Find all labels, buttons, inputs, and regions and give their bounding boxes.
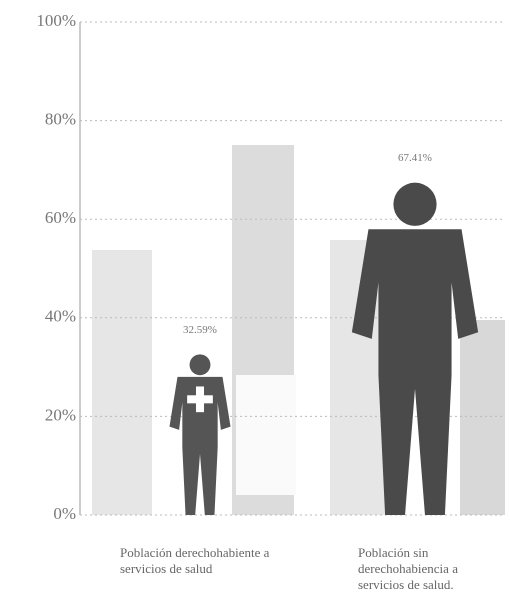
figure-head (393, 182, 437, 226)
value-label: 67.41% (398, 152, 432, 164)
building (460, 320, 505, 515)
y-tick-label: 60% (45, 208, 76, 227)
y-tick-label: 20% (45, 405, 76, 424)
building (92, 250, 152, 515)
y-tick-label: 40% (45, 307, 76, 326)
y-tick-label: 80% (45, 110, 76, 129)
figure-head (189, 354, 211, 376)
person-figure (351, 182, 479, 516)
background-buildings (92, 145, 505, 515)
figure-body (169, 376, 231, 515)
figure-cross (187, 395, 213, 404)
person-figure (169, 354, 231, 515)
value-label: 32.59% (183, 324, 217, 336)
category-label: Población derechohabiente a servicios de… (120, 545, 270, 576)
figure-body (351, 229, 479, 516)
y-tick-label: 0% (53, 504, 76, 523)
category-label: Población sin derechohabiencia a servici… (358, 545, 458, 592)
cross-sign (236, 375, 296, 495)
y-tick-label: 100% (36, 11, 76, 30)
